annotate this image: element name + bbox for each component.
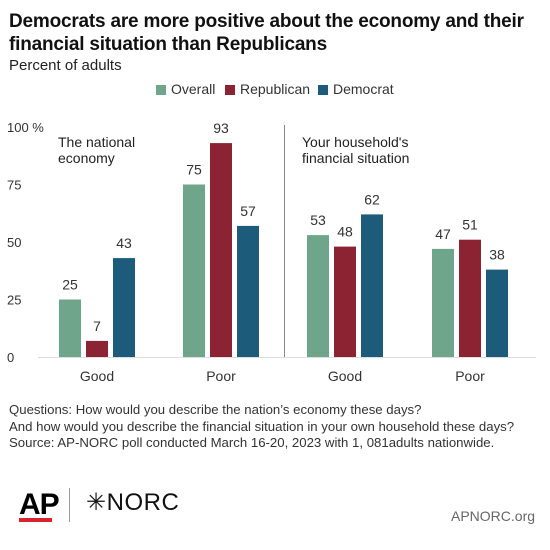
x-category-label: Poor (455, 368, 485, 384)
x-category-label: Good (328, 368, 362, 384)
y-tick-label: 25 (7, 293, 21, 308)
legend-swatch-democrat (318, 85, 328, 95)
bar-overall (59, 299, 81, 357)
chart-title: Democrats are more positive about the ec… (9, 11, 524, 55)
data-label: 62 (364, 191, 380, 207)
bar-overall (307, 235, 329, 357)
y-tick-label: 0 (7, 350, 14, 365)
data-label: 93 (213, 120, 229, 136)
bar-republican (210, 143, 232, 357)
data-label: 43 (116, 235, 132, 251)
data-label: 38 (489, 247, 505, 263)
legend-swatch-overall (156, 85, 166, 95)
data-label: 57 (240, 203, 256, 219)
data-label: 7 (93, 318, 101, 334)
chart-subtitle: Percent of adults (9, 57, 122, 74)
legend-label-republican: Republican (240, 81, 311, 97)
question-note-2: And how would you describe the financial… (9, 418, 515, 434)
bar-republican (334, 246, 356, 357)
bar-republican (459, 239, 481, 357)
legend-label-democrat: Democrat (333, 81, 394, 97)
bar-democrat (113, 258, 135, 357)
ap-logo-underline (19, 518, 52, 522)
bar-overall (432, 248, 454, 357)
ap-logo: AP (19, 488, 60, 521)
bar-republican (86, 340, 108, 357)
panel-label-line2: financial situation (302, 150, 409, 166)
chart-notes: Questions: How would you describe the na… (9, 402, 514, 452)
data-label: 47 (435, 226, 451, 242)
data-label: 75 (186, 162, 202, 178)
legend: Overall Republican Democrat (0, 81, 550, 99)
panel-label-line2: economy (58, 150, 115, 166)
x-category-label: Poor (206, 368, 236, 384)
norc-logo: ✳NORC (86, 489, 180, 516)
y-tick-label: 75 (7, 178, 21, 193)
panel-label-line1: The national (58, 134, 135, 150)
data-label: 25 (62, 277, 78, 293)
site-link[interactable]: APNORC.org (451, 508, 536, 524)
data-label: 48 (337, 224, 353, 240)
data-label: 53 (310, 212, 326, 228)
legend-item-overall: Overall (156, 81, 215, 97)
panel-label-line1: Your household's (302, 134, 408, 150)
bar-democrat (486, 269, 508, 357)
legend-item-democrat: Democrat (318, 81, 394, 97)
source-note: Source: AP-NORC poll conducted March 16-… (9, 435, 495, 450)
bar-overall (183, 184, 205, 357)
data-label: 51 (462, 217, 478, 233)
y-tick-label: 100 % (7, 120, 44, 135)
question-note-1: Questions: How would you describe the na… (9, 402, 422, 417)
bar-democrat (361, 214, 383, 357)
bar-democrat (237, 225, 259, 357)
legend-label-overall: Overall (171, 81, 216, 97)
x-category-label: Good (80, 368, 114, 384)
logo-divider (69, 488, 70, 522)
y-tick-label: 50 (7, 235, 21, 250)
legend-swatch-republican (225, 85, 235, 95)
legend-item-republican: Republican (225, 81, 310, 97)
